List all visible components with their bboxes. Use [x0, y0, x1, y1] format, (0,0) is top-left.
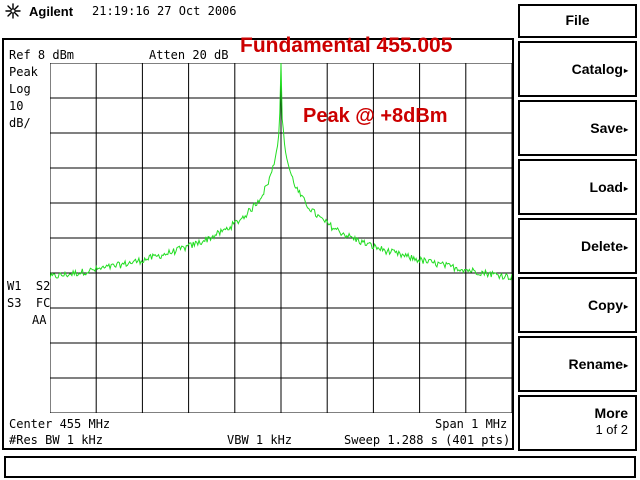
spectrum-trace [50, 63, 512, 281]
annotation-peak: Peak @ +8dBm [303, 105, 448, 127]
copy-label: Copy [587, 297, 623, 313]
more-label-wrap: More 1 of 2 [595, 405, 628, 438]
video-bandwidth: VBW 1 kHz [227, 433, 293, 447]
rename-button[interactable]: Rename▸ [518, 336, 637, 392]
file-label: File [565, 12, 590, 28]
catalog-label: Catalog [571, 61, 623, 77]
sweep-info: Sweep 1.288 s (401 pts) [344, 433, 511, 447]
catalog-button[interactable]: Catalog▸ [518, 41, 637, 97]
submenu-arrow-icon: ▸ [623, 66, 628, 75]
more-button[interactable]: More 1 of 2 [518, 395, 637, 451]
analyzer-display: Ref 8 dBm Atten 20 dB Peak Log 10 dB/ W1… [2, 38, 514, 450]
ref-level: Ref 8 dBm [9, 48, 75, 62]
center-frequency: Center 455 MHz [9, 417, 111, 431]
save-button[interactable]: Save▸ [518, 100, 637, 156]
load-label-wrap: Load▸ [590, 179, 628, 195]
annotation-fundamental: Fundamental 455.005 [240, 34, 453, 57]
delete-label: Delete [580, 238, 623, 254]
file-menu-title: File [518, 4, 637, 38]
trace-flags-2: S3 FC [7, 296, 51, 310]
more-label: More [594, 405, 628, 421]
more-page-indicator: 1 of 2 [595, 422, 628, 437]
brand-name: Agilent [29, 4, 74, 19]
copy-label-wrap: Copy▸ [588, 297, 628, 313]
submenu-arrow-icon: ▸ [623, 243, 628, 252]
submenu-arrow-icon: ▸ [623, 361, 628, 370]
resolution-bandwidth: #Res BW 1 kHz [9, 433, 103, 447]
span: Span 1 MHz [435, 417, 508, 431]
status-line [4, 456, 636, 478]
save-label-wrap: Save▸ [590, 120, 628, 136]
delete-label-wrap: Delete▸ [581, 238, 628, 254]
save-label: Save [590, 120, 623, 136]
detector-mode: Peak [9, 65, 38, 79]
delete-button[interactable]: Delete▸ [518, 218, 637, 274]
date-time: 21:19:16 27 Oct 2006 [92, 4, 237, 18]
top-bar: Agilent 21:19:16 27 Oct 2006 [0, 0, 516, 24]
attenuation: Atten 20 dB [149, 48, 229, 62]
agilent-spark-icon [5, 3, 21, 19]
trace-flags-1: W1 S2 [7, 279, 51, 293]
rename-label-wrap: Rename▸ [569, 356, 628, 372]
submenu-arrow-icon: ▸ [623, 184, 628, 193]
trace-flags-3: AA [32, 313, 47, 327]
copy-button[interactable]: Copy▸ [518, 277, 637, 333]
rename-label: Rename [568, 356, 623, 372]
spectrum-graticule [50, 63, 512, 413]
scale-type: Log [9, 82, 31, 96]
load-label: Load [589, 179, 623, 195]
scale-unit: dB/ [9, 116, 31, 130]
catalog-label-wrap: Catalog▸ [572, 61, 628, 77]
load-button[interactable]: Load▸ [518, 159, 637, 215]
submenu-arrow-icon: ▸ [623, 302, 628, 311]
submenu-arrow-icon: ▸ [623, 125, 628, 134]
scale-value: 10 [9, 99, 24, 113]
